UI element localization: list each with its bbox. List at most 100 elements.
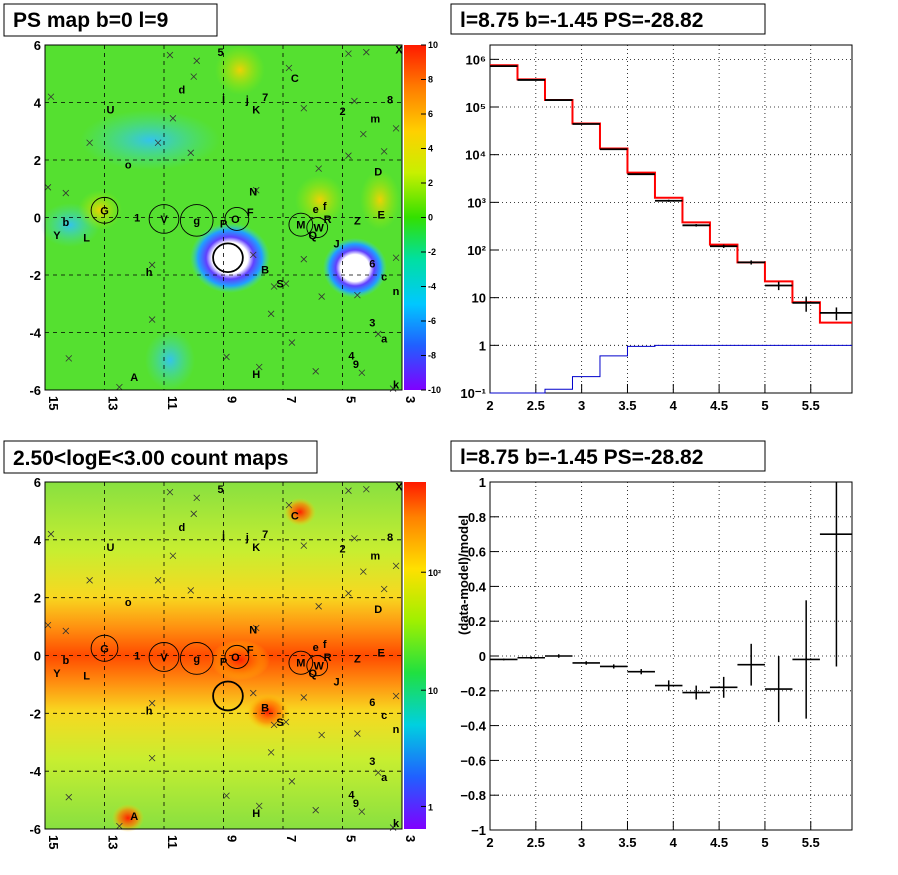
y-tick-label: -2 [29, 706, 41, 721]
cross-marker [187, 587, 195, 594]
cross-marker [190, 510, 198, 518]
ps-colorbar-ticks: 10 8 6 4 2 0 -2 -4 -6 -8 -10 [421, 40, 441, 395]
source-circle [90, 634, 119, 662]
source-label: Z [354, 653, 361, 665]
cross-marker [312, 368, 320, 375]
y-tick-label: −0.2 [460, 684, 486, 699]
source-label: a [381, 333, 388, 345]
cross-marker [187, 149, 195, 157]
source-label: P [220, 656, 227, 668]
cross-marker [380, 148, 388, 155]
ps-map-frame [44, 44, 403, 391]
source-label: Y [53, 668, 61, 680]
source-label: A [130, 372, 138, 384]
x-tick-label: 5 [344, 835, 359, 842]
ps-map-title: PS map b=0 l=9 [13, 9, 168, 32]
cross-marker [389, 385, 397, 392]
source-circle [288, 212, 314, 237]
cross-marker [267, 310, 275, 318]
x-tick-label: 3 [403, 835, 418, 842]
source-label: O [231, 652, 240, 664]
title-box-br: l=8.75 b=-1.45 PS=-28.82 [450, 440, 766, 472]
cross-marker [223, 353, 230, 361]
cross-marker [148, 261, 156, 269]
y-tick-label: -6 [29, 822, 41, 837]
cross-marker [358, 369, 366, 377]
source-label: 5 [217, 47, 223, 59]
colorbar-tick-label: 4 [428, 144, 433, 154]
colorbar-tick-label: -6 [428, 316, 436, 326]
cross-marker [169, 552, 177, 560]
source-label: U [106, 105, 114, 117]
cross-marker [62, 189, 70, 197]
colorbar-tick-label: 2 [428, 178, 433, 188]
count-map-frame [44, 481, 403, 830]
source-label: 1 [134, 213, 140, 225]
y-tick-label: 10⁵ [465, 100, 486, 115]
y-tick-label: −0.6 [460, 753, 486, 768]
x-tick-label: 4 [670, 398, 678, 413]
y-tick-label: 4 [34, 533, 42, 548]
x-tick-label: 3.5 [618, 835, 636, 850]
x-tick-label: 3 [578, 835, 585, 850]
colorbar-tick-label: 10² [428, 568, 441, 578]
ps-map-yellow-region [215, 45, 265, 95]
colorbar-tick-label: 1 [428, 802, 433, 812]
source-circle [179, 642, 214, 675]
source-circle [288, 650, 314, 675]
source-label: f [323, 201, 327, 213]
cross-marker [345, 152, 352, 159]
cross-marker [116, 822, 123, 830]
source-label: Q [308, 668, 317, 680]
cross-marker [351, 535, 358, 542]
cross-marker [249, 251, 257, 259]
cross-marker [154, 139, 162, 147]
y-tick-label: 6 [34, 38, 41, 53]
cross-marker [65, 793, 73, 801]
source-label: m [370, 551, 380, 563]
source-label: S [276, 717, 283, 729]
cross-marker [44, 621, 52, 629]
source-label: 2 [339, 544, 345, 556]
x-tick-label: 11 [165, 835, 180, 849]
cross-marker [345, 590, 352, 597]
y-tick-label: 0.4 [468, 579, 487, 594]
colorbar-tick-label: 10 [428, 40, 438, 50]
cross-marker [288, 339, 296, 346]
cross-marker [282, 280, 290, 287]
cross-marker [315, 165, 322, 172]
cross-marker [190, 73, 198, 80]
source-label: L [83, 671, 90, 683]
source-label: M [296, 220, 305, 232]
x-tick-label: 2.5 [527, 398, 545, 413]
title-box-tr: l=8.75 b=-1.45 PS=-28.82 [450, 3, 766, 35]
source-label: V [160, 214, 168, 226]
source-label: g [193, 653, 200, 665]
spectrum-plot-area [489, 44, 853, 394]
ps-map-yellow-region [78, 190, 122, 230]
cross-marker [62, 627, 70, 635]
cross-marker [193, 57, 201, 65]
cross-marker [363, 485, 370, 493]
cross-marker [392, 254, 400, 262]
y-tick-label: 10² [467, 243, 486, 258]
colorbar-tick-label: 8 [428, 75, 433, 85]
x-tick-label: 2.5 [527, 835, 545, 850]
source-label: F [247, 645, 254, 657]
cross-marker [252, 186, 260, 194]
source-label: 1 [134, 651, 140, 663]
title-box-tl: PS map b=0 l=9 [3, 3, 218, 37]
cross-marker [44, 184, 52, 191]
source-label: S [276, 279, 283, 291]
cross-marker [354, 730, 361, 737]
cross-marker [270, 721, 278, 729]
x-tick-label: 5 [344, 396, 359, 403]
residual-title: l=8.75 b=-1.45 PS=-28.82 [460, 446, 703, 469]
cross-marker [169, 115, 177, 122]
x-tick-label: 11 [165, 396, 180, 410]
source-label: G [100, 205, 109, 217]
colorbar-tick-label: -4 [428, 282, 436, 292]
